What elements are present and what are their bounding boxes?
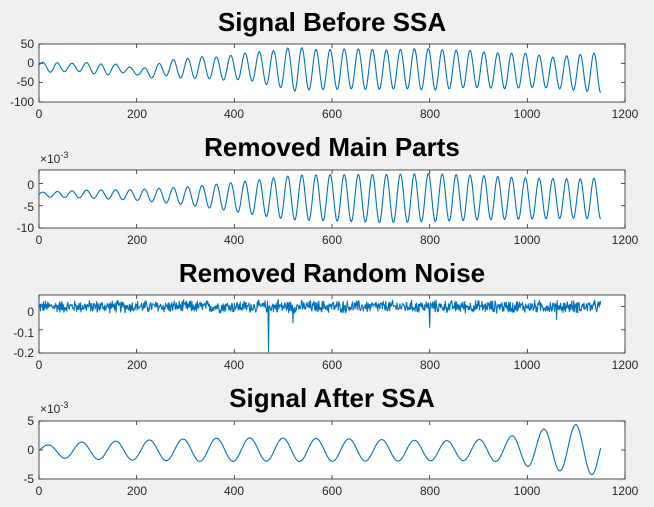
subplot-4-y-tick-label: 5 — [27, 414, 34, 428]
subplot-4-y-tick-label: -5 — [23, 472, 34, 486]
subplot-2-y-tick-label: 0 — [27, 178, 34, 192]
subplot-1-y-tick-labels: 50 0 -50 -100 — [10, 37, 34, 109]
subplot-3-y-tick-labels: 0 -0.1 -0.2 — [13, 305, 34, 360]
subplot-1-y-tick-label: -50 — [17, 75, 35, 89]
subplot-1-x-tick-label: 0 — [36, 107, 43, 121]
subplot-3-x-tick-label: 1000 — [514, 358, 541, 372]
subplot-3-y-tick-label: -0.2 — [13, 346, 34, 360]
subplot-4-ticks — [38, 420, 626, 480]
subplot-2-y-tick-label: -10 — [17, 221, 35, 235]
subplot-3-x-tick-label: 600 — [322, 358, 342, 372]
subplot-2-title: Removed Main Parts — [204, 132, 460, 162]
subplot-4-x-tick-label: 800 — [420, 484, 440, 498]
subplot-4-x-tick-label: 600 — [322, 484, 342, 498]
subplot-1: Signal Before SSA 0 200 400 600 800 1000… — [10, 7, 639, 121]
subplot-1-x-tick-label: 1200 — [612, 107, 639, 121]
subplot-2-x-tick-label: 1200 — [612, 233, 639, 247]
subplot-3-ticks — [38, 295, 626, 354]
subplot-3-x-tick-labels: 0 200 400 600 800 1000 1200 — [36, 358, 639, 372]
subplot-3-x-tick-label: 1200 — [612, 358, 639, 372]
subplot-2-y-exponent-power: -3 — [60, 150, 68, 160]
subplot-2-series-line — [38, 173, 602, 224]
subplot-1-x-tick-label: 400 — [224, 107, 244, 121]
subplot-2-y-tick-label: -5 — [23, 200, 34, 214]
subplot-1-axes — [38, 43, 626, 103]
subplot-2-x-tick-label: 200 — [127, 233, 147, 247]
subplot-2-x-tick-label: 400 — [224, 233, 244, 247]
subplot-3-x-tick-label: 800 — [420, 358, 440, 372]
subplot-4-y-tick-labels: 5 0 -5 — [23, 414, 34, 486]
subplot-3-y-tick-label: -0.1 — [13, 326, 34, 340]
subplot-4-x-tick-label: 400 — [224, 484, 244, 498]
subplot-4-x-tick-label: 200 — [127, 484, 147, 498]
subplot-2-x-tick-label: 600 — [322, 233, 342, 247]
subplot-3-x-tick-label: 400 — [224, 358, 244, 372]
subplot-1-y-tick-label: -100 — [10, 95, 34, 109]
subplot-2-ticks — [38, 170, 626, 229]
subplot-1-series-line — [38, 47, 602, 93]
subplot-1-x-tick-label: 800 — [420, 107, 440, 121]
subplot-4-x-tick-labels: 0 200 400 600 800 1000 1200 — [36, 484, 639, 498]
subplot-2-y-tick-labels: 0 -5 -10 — [17, 178, 35, 235]
subplot-4-title: Signal After SSA — [229, 383, 435, 413]
subplot-1-title: Signal Before SSA — [218, 7, 446, 37]
subplot-2-x-tick-label: 0 — [36, 233, 43, 247]
subplot-1-x-tick-label: 600 — [322, 107, 342, 121]
subplot-4-axes — [38, 420, 626, 480]
subplot-1-y-tick-label: 50 — [21, 37, 35, 51]
subplot-3-x-tick-label: 0 — [36, 358, 43, 372]
subplot-2-x-tick-labels: 0 200 400 600 800 1000 1200 — [36, 233, 639, 247]
subplot-1-x-tick-labels: 0 200 400 600 800 1000 1200 — [36, 107, 639, 121]
subplot-4-y-exponent-power: -3 — [60, 400, 68, 410]
subplot-3: Removed Random Noise 0 200 400 600 800 1… — [13, 258, 638, 372]
subplot-2: Removed Main Parts ×10-3 0 200 400 600 8… — [17, 132, 639, 247]
subplot-3-series-line — [38, 299, 602, 353]
subplot-1-y-tick-label: 0 — [27, 56, 34, 70]
subplot-4-series-line — [38, 424, 602, 476]
subplot-3-x-tick-label: 200 — [127, 358, 147, 372]
subplot-2-x-tick-label: 800 — [420, 233, 440, 247]
subplot-3-title: Removed Random Noise — [179, 258, 485, 288]
subplot-4-x-tick-label: 0 — [36, 484, 43, 498]
subplot-1-x-tick-label: 200 — [127, 107, 147, 121]
subplot-1-x-tick-label: 1000 — [514, 107, 541, 121]
subplot-1-ticks — [38, 43, 626, 103]
subplot-4-x-tick-label: 1200 — [612, 484, 639, 498]
subplot-4-y-tick-label: 0 — [27, 443, 34, 457]
subplot-4-x-tick-label: 1000 — [514, 484, 541, 498]
subplot-4: Signal After SSA ×10-3 0 200 400 600 800… — [23, 383, 638, 498]
subplot-2-x-tick-label: 1000 — [514, 233, 541, 247]
subplot-3-y-tick-label: 0 — [27, 305, 34, 319]
